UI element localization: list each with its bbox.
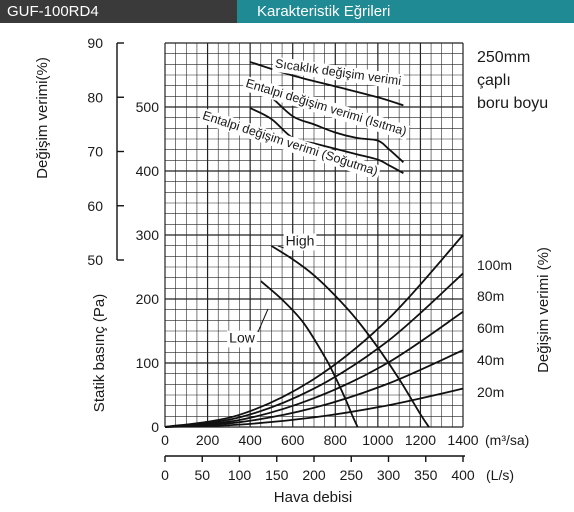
pressure-axis-title: Statik basınç (Pa) bbox=[91, 294, 108, 412]
efficiency-axis-title: Değişim verimi(%) bbox=[34, 57, 51, 179]
x-tick-label: 1000 bbox=[362, 432, 393, 448]
low-label-group: Low bbox=[227, 330, 257, 348]
duct-label-40m: 40m bbox=[477, 352, 504, 368]
duct-label-20m: 20m bbox=[477, 384, 504, 400]
x-tick-label: 600 bbox=[281, 432, 305, 448]
title-header: Karakteristik Eğrileri bbox=[237, 0, 574, 23]
efficiency-label-1-bg bbox=[272, 56, 404, 90]
ls-tick-label: 0 bbox=[161, 467, 169, 483]
efficiency-label-2-bg bbox=[241, 75, 411, 141]
low-leader bbox=[257, 308, 269, 333]
efficiency-curve-2 bbox=[249, 80, 404, 163]
x-tick-label: 1400 bbox=[447, 432, 478, 448]
low-label-bg bbox=[227, 330, 257, 348]
ls-tick-label: 100 bbox=[228, 467, 252, 483]
x-tick-label: 800 bbox=[324, 432, 348, 448]
model-header: GUF-100RD4 bbox=[0, 0, 237, 23]
duct-note-line: 250mm bbox=[477, 49, 530, 66]
efficiency-tick-label: 90 bbox=[87, 35, 103, 51]
curves bbox=[164, 61, 464, 428]
chart-title: Karakteristik Eğrileri bbox=[257, 3, 391, 20]
efficiency-label-1: Sıcaklık değişim verimi bbox=[274, 57, 402, 89]
ls-tick-label: 200 bbox=[302, 467, 326, 483]
pressure-tick-label: 500 bbox=[136, 99, 160, 115]
ls-tick-label: 350 bbox=[414, 467, 438, 483]
duct-curve-80m bbox=[164, 272, 464, 428]
duct-note-line: boru boyu bbox=[477, 95, 548, 112]
duct-label-100m: 100m bbox=[477, 257, 512, 273]
ls-tick-label: 300 bbox=[377, 467, 401, 483]
ls-tick-label: 150 bbox=[265, 467, 289, 483]
efficiency-tick-label: 80 bbox=[87, 89, 103, 105]
duct-label-80m: 80m bbox=[477, 288, 504, 304]
characteristic-chart: 50 60 70 80 90 Değişim verimi(%) 0 100 200 300 400… bbox=[34, 35, 552, 506]
high-label-group: High bbox=[283, 233, 317, 251]
duct-curve-100m bbox=[164, 234, 464, 428]
efficiency-tick-label: 60 bbox=[87, 198, 103, 214]
pressure-tick-label: 300 bbox=[136, 227, 160, 243]
pressure-tick-label: 400 bbox=[136, 163, 160, 179]
efficiency-tick-label: 50 bbox=[87, 252, 103, 268]
fan-curve-high bbox=[270, 245, 430, 428]
efficiency-tick-label: 70 bbox=[87, 144, 103, 160]
model-name: GUF-100RD4 bbox=[7, 3, 99, 20]
x-tick-label: 1200 bbox=[405, 432, 436, 448]
x-tick-label: 0 bbox=[161, 432, 169, 448]
axes bbox=[116, 42, 465, 462]
efficiency-label-3-bg bbox=[198, 107, 382, 181]
low-label: Low bbox=[229, 330, 256, 346]
efficiency-curve-3 bbox=[249, 107, 404, 174]
duct-label-60m: 60m bbox=[477, 320, 504, 336]
high-label: High bbox=[286, 233, 315, 249]
right-axis-title: Değişim verimi (%) bbox=[535, 247, 552, 373]
x-axis-title: Hava debisi bbox=[274, 489, 352, 506]
ls-tick-label: 400 bbox=[451, 467, 475, 483]
x-tick-label: 400 bbox=[238, 432, 262, 448]
duct-curve-60m bbox=[164, 311, 464, 428]
high-label-bg bbox=[283, 233, 317, 251]
pressure-tick-label: 100 bbox=[136, 355, 160, 371]
duct-note-line: çaplı bbox=[477, 72, 511, 89]
ls-tick-label: 50 bbox=[194, 467, 210, 483]
ls-tick-label: 250 bbox=[340, 467, 364, 483]
x-tick-label: 200 bbox=[196, 432, 220, 448]
pressure-tick-label: 0 bbox=[151, 419, 159, 435]
pressure-tick-label: 200 bbox=[136, 291, 160, 307]
ls-unit-label: (L/s) bbox=[486, 467, 514, 483]
duct-curve-40m bbox=[164, 349, 464, 428]
fan-curve-low bbox=[260, 280, 359, 428]
efficiency-label-1-group: Sıcaklık değişim verimi bbox=[272, 56, 404, 90]
x-unit-label: (m³/sa) bbox=[485, 432, 529, 448]
